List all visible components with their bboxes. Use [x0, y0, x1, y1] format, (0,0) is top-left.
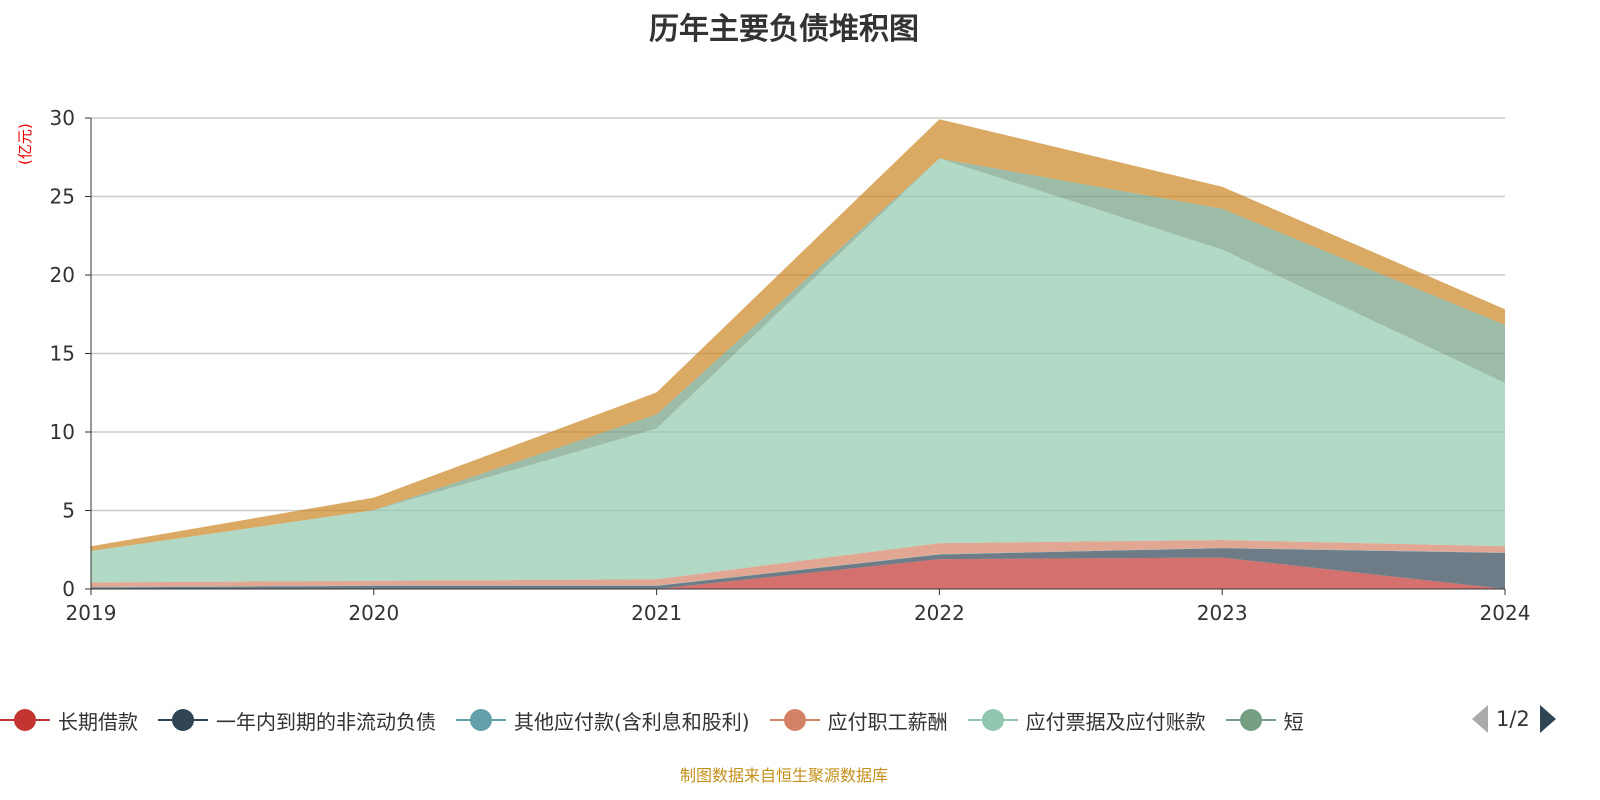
legend-marker-icon: [158, 708, 208, 732]
legend-item[interactable]: 短: [1225, 706, 1304, 735]
chart-title: 历年主要负债堆积图: [649, 12, 919, 47]
legend-item[interactable]: 应付票据及应付账款: [967, 706, 1206, 735]
legend: 长期借款 一年内到期的非流动负债 其他应付款(含利息和股利) 应付职工薪酬 应付票据及应…: [0, 705, 1470, 735]
y-tick-label: 15: [50, 342, 75, 366]
legend-marker-icon: [769, 708, 820, 732]
legend-item[interactable]: 其他应付款(含利息和股利): [456, 706, 750, 735]
legend-marker-icon: [967, 708, 1018, 732]
area-series-1: [91, 548, 1505, 589]
legend-marker-icon: [456, 708, 506, 732]
x-tick-label: 2024: [1480, 601, 1531, 625]
area-series-0: [91, 557, 1505, 589]
y-tick-label: 5: [62, 499, 75, 523]
legend-label: 其他应付款(含利息和股利): [514, 709, 750, 734]
stacked-area-chart: 0 5 10 15 20 25 30 2019 2020 2021 2022 2023 2024: [50, 106, 1531, 625]
y-tick-label: 25: [50, 185, 75, 209]
x-tick-label: 2020: [348, 601, 399, 625]
legend-label: 短: [1283, 709, 1304, 734]
legend-marker-icon: [1225, 708, 1276, 732]
y-tick-label: 0: [62, 577, 75, 601]
source-note: 制图数据来自恒生聚源数据库: [679, 766, 888, 785]
y-tick-label: 30: [50, 106, 75, 130]
legend-prev-icon[interactable]: [1472, 705, 1488, 733]
x-tick-label: 2019: [66, 601, 117, 625]
legend-label: 长期借款: [58, 709, 138, 734]
area-series-4: [91, 158, 1505, 583]
area-series-3: [91, 540, 1505, 588]
x-tick-label: 2022: [914, 601, 965, 625]
legend-page-number: 1/2: [1496, 707, 1530, 731]
legend-item[interactable]: 一年内到期的非流动负债: [158, 706, 436, 735]
x-tick-label: 2021: [631, 601, 682, 625]
y-tick-label: 20: [50, 263, 75, 287]
x-tick-label: 2023: [1197, 601, 1248, 625]
legend-label: 应付票据及应付账款: [1025, 709, 1206, 734]
legend-item[interactable]: 长期借款: [0, 706, 138, 735]
legend-marker-icon: [0, 708, 50, 732]
y-tick-label: 10: [50, 420, 75, 444]
legend-pager: 1/2: [1472, 705, 1556, 733]
legend-next-icon[interactable]: [1539, 705, 1556, 733]
legend-label: 一年内到期的非流动负债: [216, 709, 436, 734]
legend-item[interactable]: 应付职工薪酬: [769, 706, 948, 735]
legend-label: 应付职工薪酬: [827, 709, 948, 734]
